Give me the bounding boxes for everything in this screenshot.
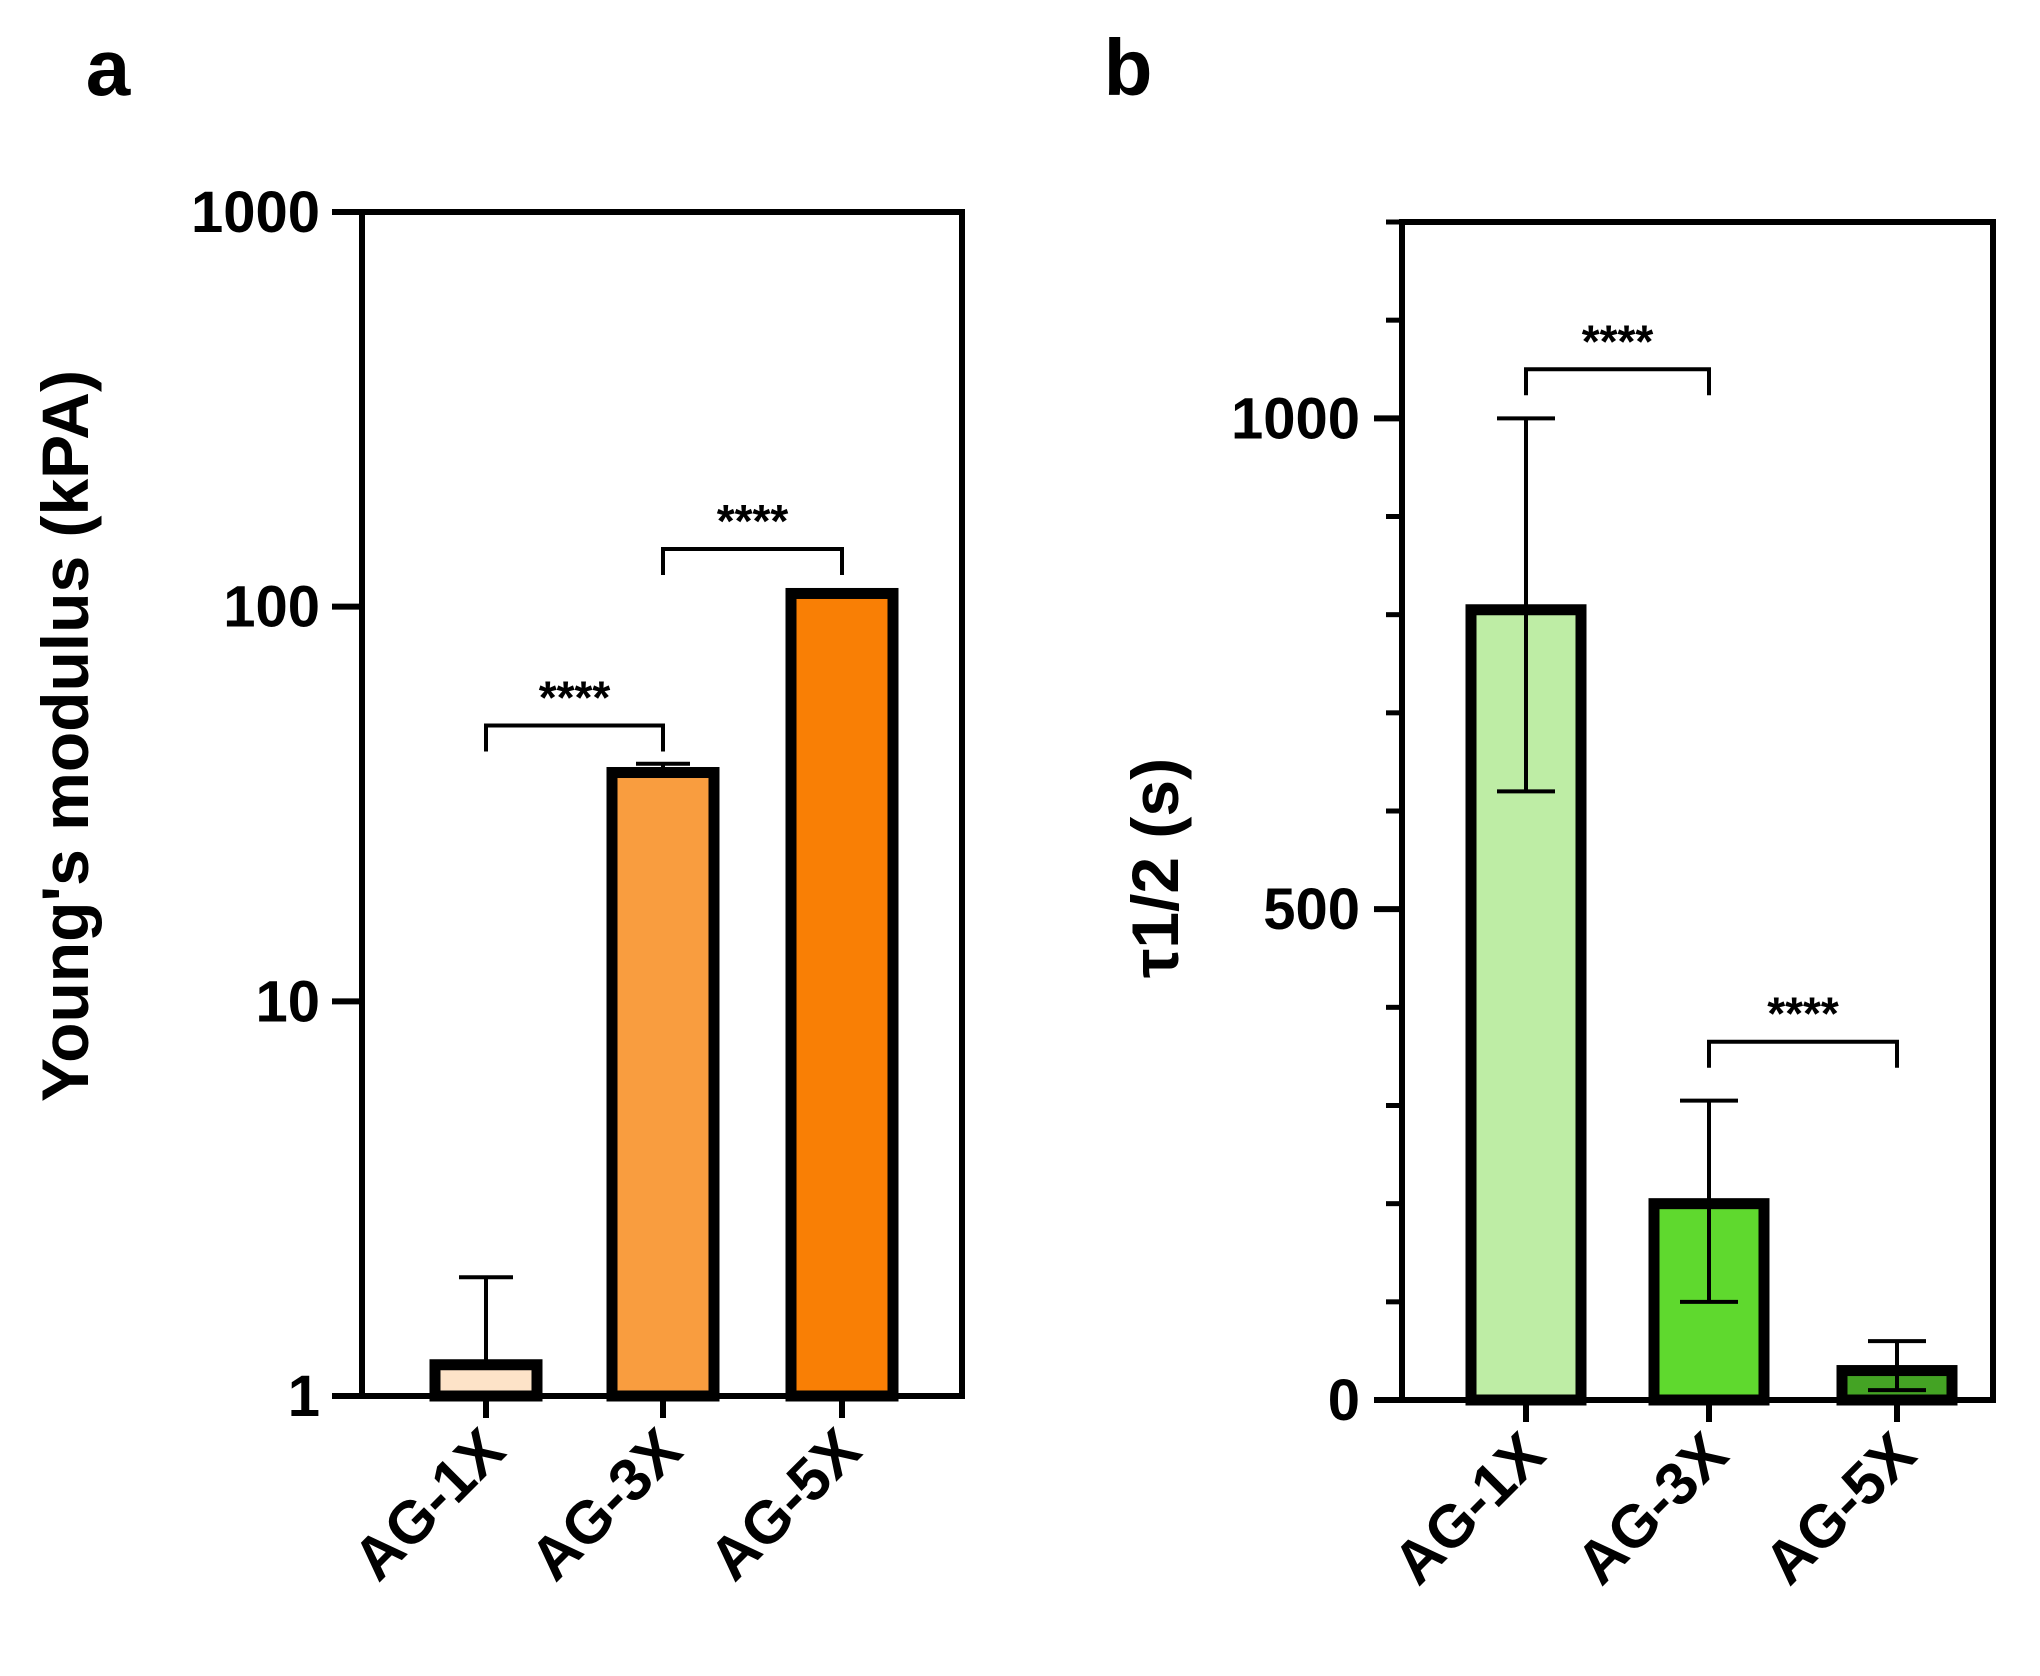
panel-b-y-axis-title: τ1/2 (s): [1118, 758, 1192, 978]
panel-a-x-category-label: AG-3X: [517, 1416, 694, 1593]
panel-a-significance-label: ****: [717, 495, 789, 547]
panel-b-significance-bracket: [1524, 367, 1711, 396]
panel-a-y-tick-label: 1: [288, 1364, 320, 1429]
panel-b-chart: 0 500 1000 AG-1X AG-3X AG-5X **** ****: [1231, 219, 1996, 1597]
panel-b-letter: b: [1104, 23, 1153, 112]
panel-b-y-tick-label: 0: [1328, 1368, 1360, 1433]
panel-a-bar: [785, 587, 899, 1402]
panel-a-x-category-label: AG-1X: [340, 1416, 517, 1593]
panel-a-y-tick-label: 1000: [191, 180, 320, 245]
panel-b-x-category-label: AG-5X: [1751, 1420, 1928, 1597]
panel-b-significance-label: ****: [1582, 315, 1654, 367]
panel-a-letter: a: [86, 23, 131, 112]
panel-a-significance-bracket: [661, 546, 844, 575]
panel-a-x-category-label: AG-5X: [696, 1416, 873, 1593]
panel-b-x-category-label: AG-1X: [1380, 1420, 1557, 1597]
panel-b-y-tick-label: 500: [1263, 877, 1360, 942]
panel-b-x-category-label: AG-3X: [1563, 1420, 1740, 1597]
panel-a-y-tick-label: 100: [223, 575, 320, 640]
panel-a-bar: [606, 767, 720, 1402]
panel-a-chart: 1 10 100 1000 AG-1X AG-3X AG-5X **** ****: [191, 180, 965, 1593]
panel-a-y-axis-title: Young's modulus (kPA): [28, 370, 102, 1102]
panel-a-bar: [429, 1359, 543, 1402]
panel-a-significance-label: ****: [539, 671, 611, 723]
panel-b-significance-bracket: [1707, 1039, 1899, 1068]
panel-a-y-tick-label: 10: [255, 969, 320, 1034]
panel-b-significance-label: ****: [1767, 988, 1839, 1040]
panel-b-y-tick-label: 1000: [1231, 386, 1360, 451]
panel-a-significance-bracket: [484, 723, 665, 752]
